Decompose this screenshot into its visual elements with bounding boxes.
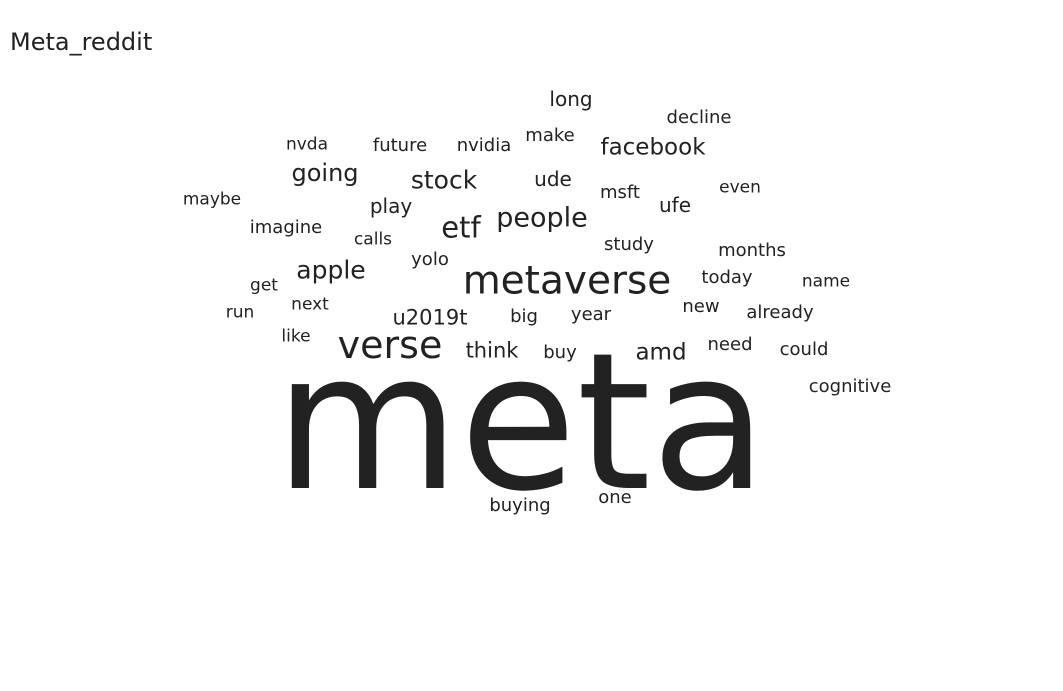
word-next: next: [291, 294, 329, 315]
word-get: get: [250, 275, 278, 296]
word-study: study: [604, 234, 654, 255]
word-ude: ude: [534, 167, 572, 191]
word-think: think: [465, 338, 519, 363]
word-today: today: [701, 267, 753, 288]
word-nvidia: nvidia: [456, 135, 512, 156]
word-cognitive: cognitive: [808, 376, 892, 397]
word-buy: buy: [543, 342, 577, 363]
word-calls: calls: [353, 229, 393, 250]
word-name: name: [801, 271, 851, 292]
word-u2019t: u2019t: [392, 305, 468, 330]
word-future: future: [372, 135, 428, 156]
word-long: long: [549, 87, 593, 111]
word-make: make: [525, 125, 575, 146]
word-months: months: [718, 240, 786, 261]
word-year: year: [570, 304, 612, 325]
word-etf: etf: [441, 210, 481, 245]
word-already: already: [746, 302, 814, 323]
word-imagine: imagine: [249, 217, 323, 238]
word-one: one: [598, 487, 632, 508]
word-big: big: [510, 306, 538, 327]
word-stock: stock: [410, 165, 478, 195]
word-facebook: facebook: [600, 134, 706, 161]
word-even: even: [719, 177, 761, 198]
word-buying: buying: [489, 495, 551, 516]
word-going: going: [291, 159, 359, 187]
word-yolo: yolo: [411, 249, 449, 270]
word-decline: decline: [666, 107, 732, 128]
word-play: play: [369, 194, 413, 218]
word-ufe: ufe: [658, 193, 692, 217]
word-run: run: [225, 302, 255, 323]
word-like: like: [281, 326, 311, 347]
word-new: new: [682, 296, 720, 317]
chart-title: Meta_reddit: [10, 28, 153, 56]
word-metaverse: metaverse: [462, 258, 672, 304]
word-could: could: [779, 339, 829, 360]
word-nvda: nvda: [285, 134, 329, 155]
word-meta: meta: [274, 312, 768, 533]
word-msft: msft: [600, 182, 640, 203]
word-apple: apple: [296, 255, 366, 285]
word-verse: verse: [337, 323, 443, 367]
word-maybe: maybe: [182, 189, 242, 210]
word-need: need: [707, 334, 753, 355]
word-people: people: [496, 202, 588, 234]
word-amd: amd: [635, 339, 687, 366]
